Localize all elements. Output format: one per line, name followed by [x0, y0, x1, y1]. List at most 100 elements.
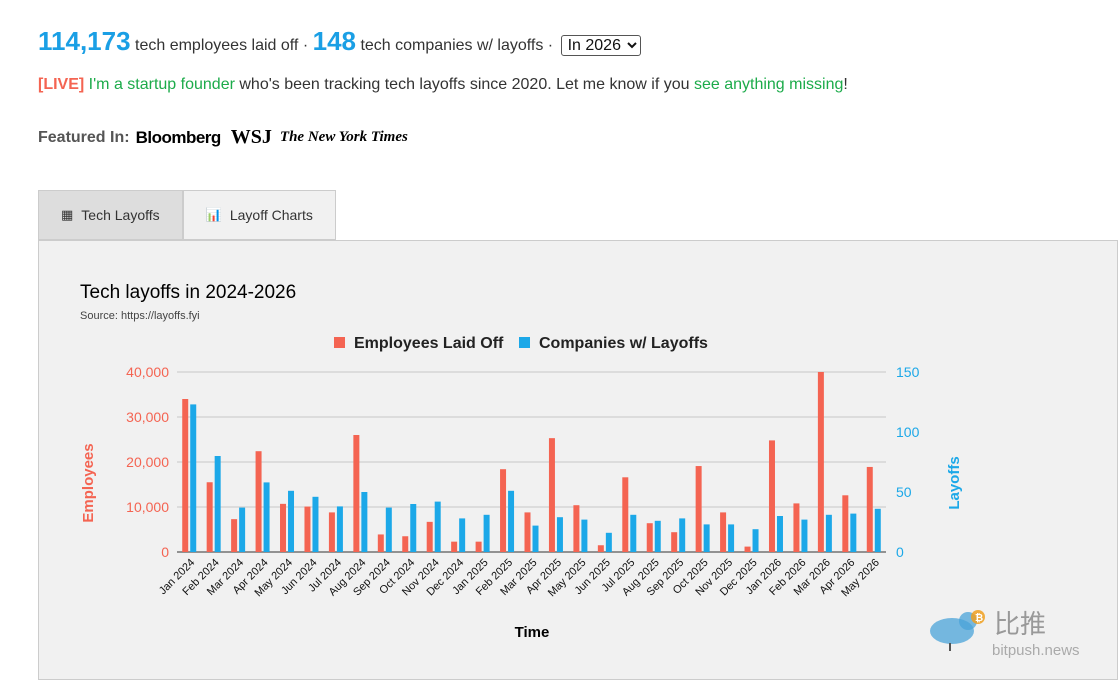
bar-chart-icon: 📊 — [205, 207, 222, 222]
bar-companies — [263, 482, 270, 552]
svg-text:₿: ₿ — [975, 612, 983, 624]
bar-employees — [548, 438, 555, 552]
tab-layoff-charts[interactable]: 📊 Layoff Charts — [182, 190, 336, 240]
legend-label: Employees Laid Off — [354, 335, 504, 352]
y-tick-left: 0 — [161, 544, 169, 560]
building-icon: ▦ — [61, 207, 74, 222]
y-axis-right-label: Layoffs — [946, 456, 963, 509]
y-tick-left: 10,000 — [126, 499, 169, 515]
bar-employees — [597, 545, 604, 552]
watermark-cn: 比推 — [994, 609, 1046, 639]
nyt-logo: The New York Times — [279, 129, 408, 145]
bar-employees — [793, 503, 800, 552]
y-tick-right: 100 — [896, 424, 920, 440]
bar-employees — [328, 512, 335, 552]
y-tick-left: 20,000 — [126, 454, 169, 470]
chart-panel: Tech layoffs in 2024-2026 Source: https:… — [38, 240, 1118, 680]
bar-companies — [630, 514, 637, 552]
founder-link[interactable]: I'm a startup founder — [88, 76, 235, 93]
featured-label: Featured In: — [38, 128, 130, 146]
bar-companies — [385, 507, 392, 552]
chart-subtitle: Source: https://layoffs.fyi — [80, 310, 200, 322]
bird-icon: ₿ — [930, 610, 985, 651]
bar-companies — [214, 456, 221, 552]
bar-employees — [622, 477, 629, 552]
bar-employees — [280, 503, 287, 552]
bar-companies — [288, 490, 295, 552]
bloomberg-logo: Bloomberg — [135, 127, 222, 147]
bar-companies — [190, 404, 197, 552]
bar-companies — [654, 520, 661, 552]
legend-label: Companies w/ Layoffs — [539, 335, 708, 352]
bar-employees — [573, 505, 580, 552]
bar-employees — [231, 519, 238, 552]
bar-employees — [255, 451, 262, 552]
bitpush-watermark: ₿ 比推 bitpush.news — [920, 605, 1110, 670]
bar-companies — [801, 519, 808, 552]
featured-in: Featured In: Bloomberg WSJ The New York … — [38, 126, 408, 149]
bar-companies — [605, 532, 612, 552]
bar-employees — [842, 495, 849, 552]
bar-companies — [874, 508, 881, 552]
bar-employees — [475, 541, 482, 552]
bar-companies — [532, 525, 539, 552]
bar-employees — [377, 534, 384, 552]
bar-companies — [483, 514, 490, 552]
bar-employees — [646, 523, 653, 552]
bar-companies — [556, 517, 563, 552]
bar-companies — [434, 501, 441, 552]
bar-companies — [850, 513, 857, 552]
bar-companies — [239, 507, 246, 552]
bar-companies — [410, 504, 417, 552]
bar-employees — [744, 546, 751, 552]
companies-count: 148 — [312, 26, 356, 56]
x-axis-label: Time — [515, 624, 550, 641]
bar-employees — [524, 512, 531, 552]
intro-middle: who's been tracking tech layoffs since 2… — [239, 76, 690, 93]
missing-link[interactable]: see anything missing — [693, 76, 844, 93]
employees-text: tech employees laid off · — [135, 37, 309, 54]
tab-bar: ▦ Tech Layoffs 📊 Layoff Charts — [38, 190, 336, 240]
watermark-domain: bitpush.news — [992, 642, 1080, 659]
bar-companies — [679, 518, 686, 552]
bar-companies — [728, 524, 735, 552]
tab-label: Tech Layoffs — [81, 207, 160, 223]
bar-employees — [866, 466, 873, 552]
bar-employees — [426, 521, 433, 552]
bar-companies — [752, 529, 759, 552]
bar-employees — [402, 536, 409, 552]
tab-label: Layoff Charts — [229, 207, 313, 223]
headline-stats: 114,173 tech employees laid off · 148 te… — [38, 26, 641, 57]
chart-title: Tech layoffs in 2024-2026 — [80, 282, 296, 303]
bar-companies — [336, 506, 343, 552]
y-tick-right: 150 — [896, 364, 920, 380]
bar-employees — [817, 372, 824, 552]
y-tick-right: 0 — [896, 544, 904, 560]
wsj-logo: WSJ — [230, 126, 272, 148]
bar-employees — [304, 506, 311, 552]
bar-companies — [703, 524, 710, 552]
bar-employees — [451, 541, 458, 552]
bar-employees — [720, 512, 727, 552]
year-select[interactable]: In 2026 — [560, 35, 641, 56]
bar-companies — [361, 492, 368, 552]
employees-count: 114,173 — [38, 26, 131, 56]
bar-companies — [581, 519, 588, 552]
bar-employees — [206, 482, 213, 552]
bar-employees — [768, 440, 775, 552]
companies-text: tech companies w/ layoffs · — [360, 37, 554, 54]
legend-swatch — [519, 337, 530, 348]
bar-companies — [508, 490, 515, 552]
bar-employees — [695, 466, 702, 552]
live-badge: [LIVE] — [38, 76, 85, 93]
tab-tech-layoffs[interactable]: ▦ Tech Layoffs — [38, 190, 183, 240]
bar-companies — [312, 496, 319, 552]
intro-text: [LIVE] I'm a startup founder who's been … — [38, 76, 848, 94]
legend-swatch — [334, 337, 345, 348]
y-tick-left: 40,000 — [126, 364, 169, 380]
y-tick-left: 30,000 — [126, 409, 169, 425]
bar-companies — [776, 516, 783, 552]
y-tick-right: 50 — [896, 484, 912, 500]
layoffs-chart: Tech layoffs in 2024-2026 Source: https:… — [80, 282, 963, 641]
intro-end: ! — [843, 76, 848, 93]
